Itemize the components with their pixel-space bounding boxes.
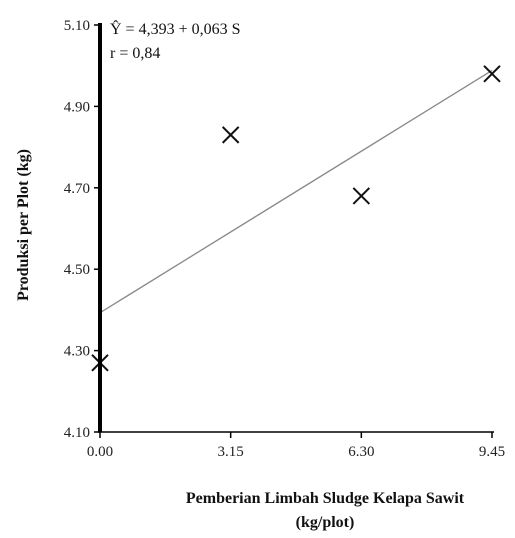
y-tick-label: 4.90 [64, 99, 90, 115]
x-tick-label: 9.45 [479, 444, 505, 460]
y-tick-label: 4.10 [64, 425, 90, 441]
y-tick-label: 4.50 [64, 262, 90, 278]
x-axis-label-line1: Pemberian Limbah Sludge Kelapa Sawit [186, 490, 465, 507]
x-tick-label: 6.30 [348, 444, 374, 460]
x-axis-label-line2: (kg/plot) [296, 514, 355, 531]
y-tick-group: 4.10 4.30 4.50 4.70 4.90 5.10 [64, 18, 100, 441]
data-point [483, 65, 501, 83]
x-tick-label: 3.15 [218, 444, 244, 460]
correlation-coefficient: r = 0,84 [110, 45, 160, 62]
y-tick-label: 4.70 [64, 181, 90, 197]
data-points [91, 65, 501, 372]
data-point [352, 187, 371, 205]
regression-equation: Ŷ = 4,393 + 0,063 S [110, 19, 241, 38]
trendline [99, 69, 493, 314]
y-axis-label: Produksi per Plot (kg) [15, 149, 32, 301]
y-tick-label: 4.30 [64, 344, 90, 360]
y-tick-label: 5.10 [64, 18, 90, 34]
x-tick-label: 0.00 [87, 444, 113, 460]
x-tick-group: 0.00 3.15 6.30 9.45 [87, 432, 505, 460]
data-point [221, 126, 240, 144]
